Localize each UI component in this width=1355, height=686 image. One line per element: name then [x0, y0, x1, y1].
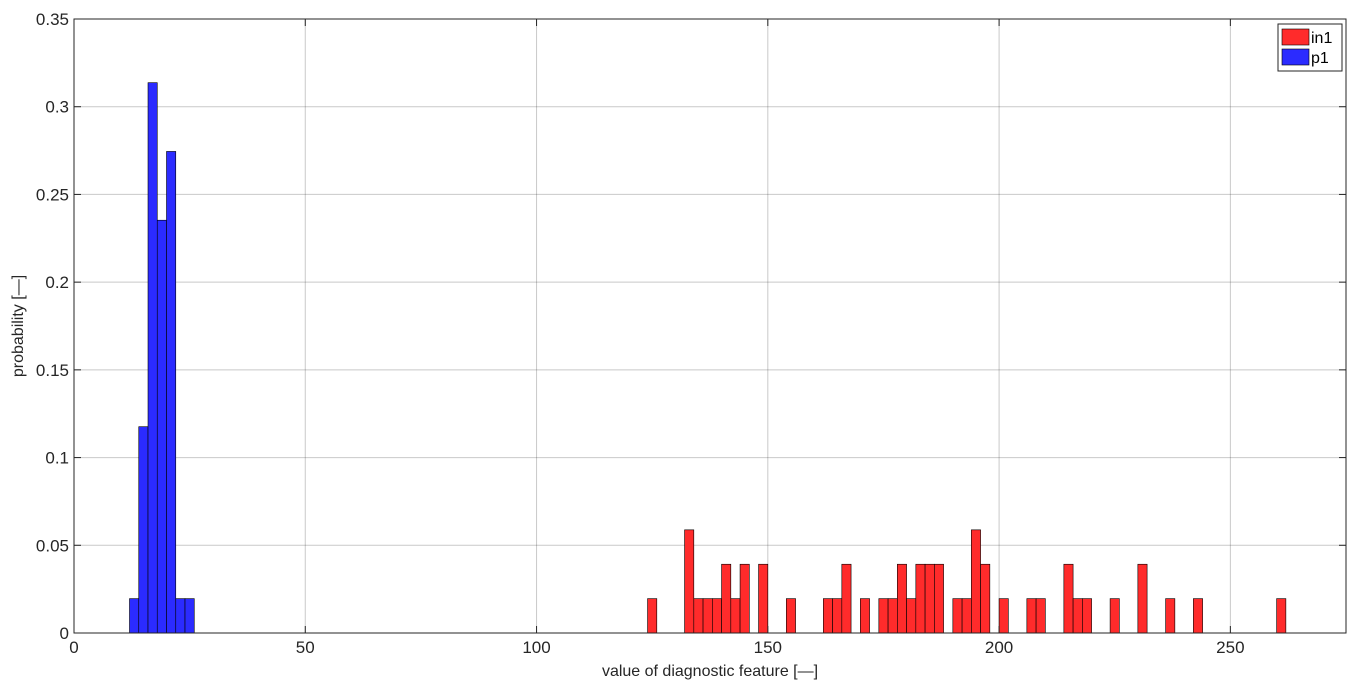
bar-p1 [138, 426, 149, 634]
bar-in1 [1193, 598, 1203, 634]
bar-in1 [952, 598, 963, 634]
bar-in1 [1082, 598, 1092, 634]
bar-p1 [175, 598, 186, 634]
bar-in1 [1109, 598, 1120, 634]
bar-in1 [961, 598, 972, 634]
y-tick-label: 0.3 [45, 98, 69, 117]
bar-in1 [832, 598, 843, 634]
bar-in1 [897, 563, 907, 634]
y-tick-label: 0 [60, 624, 69, 643]
bar-p1 [184, 598, 195, 634]
y-tick-label: 0.25 [36, 185, 69, 204]
bar-in1 [739, 563, 750, 634]
bar-in1 [980, 563, 991, 634]
bar-in1 [712, 598, 722, 634]
bar-in1 [906, 598, 917, 634]
x-tick-label: 150 [754, 638, 782, 657]
y-tick-label: 0.05 [36, 536, 69, 555]
y-tick-label: 0.1 [45, 449, 69, 468]
y-tick-label: 0.35 [36, 10, 69, 29]
bar-in1 [1035, 598, 1046, 634]
bar-in1 [878, 598, 889, 634]
y-tick-labels: 0 0.05 0.1 0.15 0.2 0.25 0.3 0.35 [36, 10, 69, 643]
legend-swatch-p1 [1281, 48, 1310, 66]
x-axis-label: value of diagnostic feature [—] [602, 663, 818, 680]
bar-p1 [166, 151, 177, 634]
y-axis-label: probability [—] [10, 275, 27, 377]
bar-in1 [971, 529, 981, 634]
bar-in1 [887, 598, 898, 634]
plot-area [74, 19, 1346, 633]
x-tick-label: 0 [69, 638, 78, 657]
bar-in1 [915, 563, 926, 634]
bar-in1 [758, 563, 769, 634]
legend-swatch-in1 [1281, 28, 1310, 46]
tick-marks [73, 18, 1346, 634]
bar-in1 [721, 563, 732, 634]
bar-p1 [129, 598, 140, 634]
bar-in1 [1165, 598, 1176, 634]
bar-in1 [934, 563, 944, 634]
x-tick-label: 100 [522, 638, 550, 657]
bars-group [129, 82, 1287, 634]
legend-label-in1: in1 [1311, 30, 1332, 47]
bar-in1 [1026, 598, 1037, 634]
bar-in1 [1072, 598, 1083, 634]
x-tick-labels: 0 50 100 150 200 250 [69, 638, 1244, 657]
plot-frame [73, 18, 1347, 634]
bar-in1 [1137, 563, 1148, 634]
bar-in1 [823, 598, 833, 634]
legend-label-p1: p1 [1311, 50, 1329, 67]
bar-in1 [702, 598, 713, 634]
y-tick-label: 0.2 [45, 273, 69, 292]
bar-in1 [647, 598, 658, 634]
bar-in1 [860, 598, 870, 634]
bar-in1 [998, 598, 1009, 634]
bar-in1 [1063, 563, 1074, 634]
x-tick-label: 250 [1216, 638, 1244, 657]
bar-in1 [1276, 598, 1287, 634]
bar-in1 [786, 598, 796, 634]
bar-in1 [693, 598, 704, 634]
bar-in1 [924, 563, 935, 634]
bar-in1 [730, 598, 741, 634]
x-tick-label: 200 [985, 638, 1013, 657]
bar-p1 [156, 219, 167, 634]
bar-in1 [684, 529, 695, 634]
bar-in1 [841, 563, 852, 634]
x-tick-label: 50 [296, 638, 315, 657]
bar-p1 [147, 82, 158, 634]
y-tick-label: 0.15 [36, 361, 69, 380]
